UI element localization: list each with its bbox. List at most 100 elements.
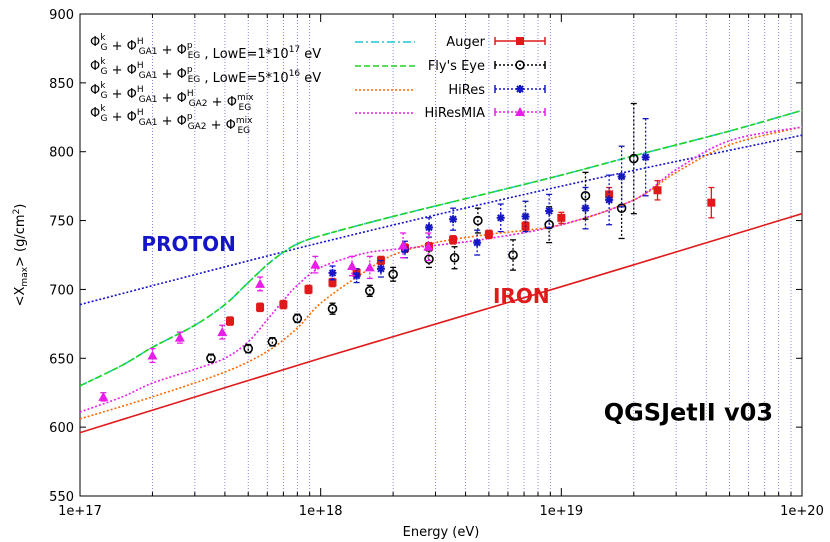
axes: 550 600 650 700 750 800 850 900 1e+17 1e+18 1e+19 1… bbox=[49, 8, 824, 519]
data-point bbox=[376, 264, 385, 273]
legend-entry-flyseye: Fly's Eye bbox=[428, 59, 485, 74]
x-axis-title: Energy (eV) bbox=[403, 525, 480, 540]
data-point bbox=[653, 186, 662, 195]
data-points bbox=[98, 102, 716, 402]
legend-label-1: Φk G + ΦH GA1 + Φp EG , LowE=1*1017 eV bbox=[90, 33, 321, 62]
data-point bbox=[328, 278, 337, 287]
data-point bbox=[508, 250, 518, 260]
data-point bbox=[255, 278, 266, 288]
legend-label-4: Φk G + ΦH GA1 + Φp GA2 + Φmix EG bbox=[90, 104, 253, 136]
data-point bbox=[174, 332, 185, 342]
annotation-iron: IRON bbox=[493, 284, 550, 308]
x-tick-label: 1e+20 bbox=[780, 504, 824, 519]
star-stroke bbox=[581, 204, 590, 212]
legend-label-2: Φk G + ΦH GA1 + Φp EG , LowE=5*1016 eV bbox=[90, 57, 321, 86]
data-point bbox=[243, 343, 254, 354]
legend-entry-hires: HiRes bbox=[448, 83, 485, 98]
data-point bbox=[347, 261, 358, 271]
data-point bbox=[641, 153, 650, 162]
star-stroke bbox=[328, 269, 337, 277]
data-point bbox=[398, 240, 409, 250]
legend-marker bbox=[516, 37, 524, 45]
data-point bbox=[292, 313, 303, 324]
y-tick-label: 700 bbox=[49, 283, 74, 298]
data-point bbox=[473, 238, 482, 247]
data-point bbox=[364, 262, 375, 272]
star-stroke bbox=[377, 265, 385, 273]
data-point bbox=[545, 206, 554, 215]
star-stroke bbox=[449, 215, 457, 223]
data-point bbox=[423, 241, 434, 251]
data-point bbox=[147, 350, 158, 360]
data-point bbox=[581, 204, 590, 213]
star-stroke bbox=[516, 85, 524, 93]
data-point bbox=[98, 391, 109, 401]
data-point bbox=[424, 254, 434, 264]
y-tick-label: 550 bbox=[49, 490, 74, 505]
data-point bbox=[557, 213, 566, 222]
star-stroke bbox=[425, 223, 433, 232]
data-point bbox=[484, 230, 493, 239]
x-tick-label: 1e+17 bbox=[58, 504, 102, 519]
data-point bbox=[605, 190, 614, 199]
curve-iron bbox=[80, 212, 802, 434]
y-tick-label: 900 bbox=[49, 8, 74, 23]
data-point bbox=[449, 235, 458, 244]
data-point bbox=[425, 223, 434, 232]
data-point bbox=[544, 219, 554, 230]
data-point bbox=[225, 317, 234, 326]
data-point bbox=[707, 198, 716, 207]
annotations: PROTON IRON QGSJetII v03 bbox=[141, 232, 773, 426]
data-point bbox=[217, 327, 228, 337]
star-stroke bbox=[605, 196, 613, 204]
y-tick-label: 800 bbox=[49, 146, 74, 161]
gridlines bbox=[152, 14, 792, 496]
legend-marker bbox=[515, 60, 525, 70]
data-point bbox=[617, 172, 626, 181]
curve-ga2_eg_h bbox=[80, 126, 802, 420]
legend-marker bbox=[515, 107, 525, 116]
data-point bbox=[496, 213, 505, 222]
y-tick-label: 850 bbox=[49, 77, 74, 92]
data-point bbox=[327, 303, 338, 314]
legend-label-3: Φk G + ΦH GA1 + ΦH GA2 + Φmix EG bbox=[90, 81, 254, 113]
star-stroke bbox=[617, 172, 626, 181]
data-point bbox=[473, 215, 483, 226]
x-tick-label: 1e+18 bbox=[299, 504, 343, 519]
series-hiresmia bbox=[98, 232, 434, 402]
annotation-proton: PROTON bbox=[141, 232, 235, 256]
star-stroke bbox=[641, 153, 650, 161]
data-point bbox=[388, 269, 398, 280]
plot-frame bbox=[79, 13, 803, 497]
data-point bbox=[605, 195, 614, 204]
data-point bbox=[364, 286, 375, 296]
star-stroke bbox=[497, 214, 505, 222]
annotation-qgsjetii-v03: QGSJetII v03 bbox=[604, 398, 773, 426]
legend-marker bbox=[516, 85, 524, 93]
y-tick-label: 600 bbox=[49, 421, 74, 436]
data-point bbox=[267, 336, 278, 347]
legend-entry-auger: Auger bbox=[446, 35, 485, 50]
data-point bbox=[352, 271, 361, 280]
x-tick-label: 1e+19 bbox=[539, 504, 583, 519]
y-tick-label: 650 bbox=[49, 352, 74, 367]
curve-lowE5e16 bbox=[80, 109, 802, 387]
data-point bbox=[304, 285, 313, 294]
series-flyseye bbox=[206, 102, 639, 364]
curve-proton bbox=[80, 134, 802, 306]
data-point bbox=[521, 212, 530, 221]
data-point bbox=[449, 215, 458, 224]
data-point bbox=[628, 153, 639, 164]
star-stroke bbox=[521, 212, 530, 221]
star-stroke bbox=[545, 207, 553, 215]
data-point bbox=[279, 300, 288, 309]
data-point bbox=[206, 353, 216, 364]
star-stroke bbox=[352, 271, 361, 280]
data-point bbox=[328, 268, 337, 277]
legend-entry-hiresmia: HiResMIA bbox=[424, 106, 485, 121]
data-point bbox=[256, 303, 265, 312]
y-tick-label: 750 bbox=[49, 215, 74, 230]
data-point bbox=[310, 259, 321, 269]
